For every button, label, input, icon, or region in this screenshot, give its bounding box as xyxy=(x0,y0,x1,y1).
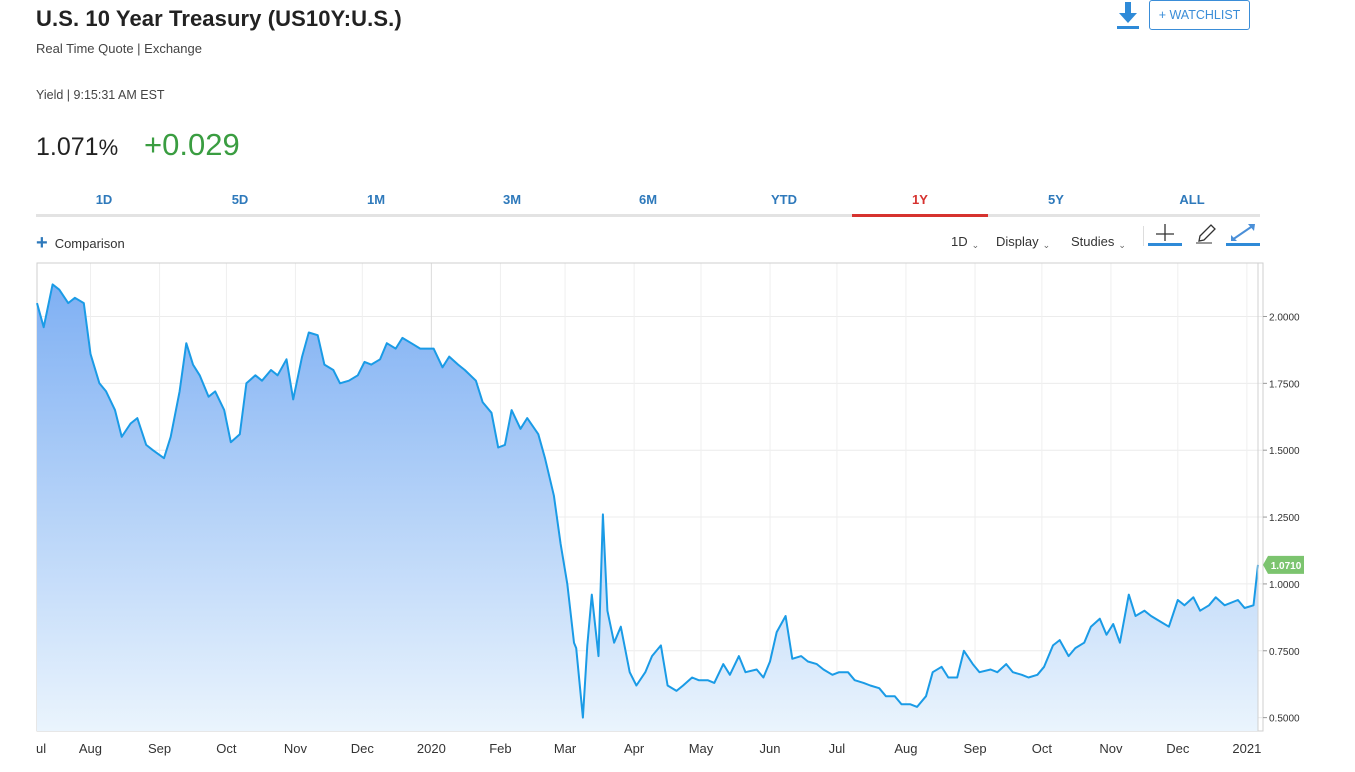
interval-label: 1D xyxy=(951,234,968,249)
expand-icon[interactable] xyxy=(1226,222,1260,246)
add-to-watchlist-button[interactable]: + WATCHLIST xyxy=(1149,0,1250,30)
x-tick-label: 2021 xyxy=(1232,741,1261,756)
x-tick-label: 2020 xyxy=(417,741,446,756)
last-price: 1.071% xyxy=(36,133,118,162)
comparison-button[interactable]: + Comparison xyxy=(36,232,125,254)
x-tick-label: Feb xyxy=(489,741,511,756)
price-change: +0.029 xyxy=(144,127,240,162)
x-tick-label: Sep xyxy=(148,741,171,756)
crosshair-icon[interactable] xyxy=(1148,222,1182,246)
x-tick-label: ul xyxy=(36,741,46,756)
x-tick-label: Oct xyxy=(1032,741,1053,756)
page-title: U.S. 10 Year Treasury (US10Y:U.S.) xyxy=(36,6,402,31)
y-tick-label: 1.7500 xyxy=(1269,379,1300,390)
y-tick-label: 1.2500 xyxy=(1269,513,1300,524)
x-tick-label: Dec xyxy=(351,741,375,756)
x-tick-label: Mar xyxy=(554,741,577,756)
y-tick-label: 1.5000 xyxy=(1269,446,1300,457)
x-tick-label: Jul xyxy=(829,741,846,756)
x-tick-label: Oct xyxy=(216,741,237,756)
studies-dropdown[interactable]: Studies ⌄ xyxy=(1071,234,1126,250)
studies-label: Studies xyxy=(1071,234,1115,249)
x-tick-label: Nov xyxy=(284,741,308,756)
tab-5y[interactable]: 5Y xyxy=(1048,192,1064,207)
x-tick-label: Aug xyxy=(79,741,102,756)
comparison-label: Comparison xyxy=(54,235,125,251)
pencil-icon[interactable] xyxy=(1190,222,1224,246)
download-icon[interactable] xyxy=(1114,0,1142,30)
yield-area xyxy=(37,284,1258,731)
y-tick-label: 2.0000 xyxy=(1269,312,1300,323)
chevron-down-icon: ⌄ xyxy=(1118,240,1126,250)
interval-dropdown[interactable]: 1D ⌄ xyxy=(951,234,980,250)
chevron-down-icon: ⌄ xyxy=(971,240,980,250)
display-label: Display xyxy=(996,234,1039,249)
x-tick-label: Aug xyxy=(894,741,917,756)
tab-all[interactable]: ALL xyxy=(1179,192,1205,207)
tab-3m[interactable]: 3M xyxy=(502,192,522,207)
tab-ytd[interactable]: YTD xyxy=(771,192,797,207)
plus-icon: + xyxy=(36,232,48,254)
y-tick-label: 0.7500 xyxy=(1269,647,1300,658)
x-tick-label: Dec xyxy=(1166,741,1190,756)
x-tick-label: Jun xyxy=(760,741,781,756)
display-dropdown[interactable]: Display ⌄ xyxy=(996,234,1051,250)
tab-1d[interactable]: 1D xyxy=(95,192,113,207)
y-tick-label: 0.5000 xyxy=(1269,714,1300,725)
x-tick-label: May xyxy=(689,741,714,756)
x-tick-label: Nov xyxy=(1099,741,1123,756)
x-tick-label: Apr xyxy=(624,741,645,756)
last-price-unit: % xyxy=(98,135,119,160)
yield-timestamp: Yield | 9:15:31 AM EST xyxy=(36,88,165,102)
yield-line xyxy=(36,283,1259,719)
last-price-badge-label: 1.0710 xyxy=(1271,561,1302,572)
tab-1y[interactable]: 1Y xyxy=(852,188,988,217)
toolbar-divider xyxy=(1143,226,1144,246)
tab-1m[interactable]: 1M xyxy=(366,192,386,207)
y-tick-label: 1.0000 xyxy=(1269,580,1300,591)
tab-5d[interactable]: 5D xyxy=(231,192,249,207)
last-price-badge xyxy=(1263,555,1304,574)
last-price-value: 1.071 xyxy=(36,133,99,161)
x-tick-label: Sep xyxy=(963,741,986,756)
tab-6m[interactable]: 6M xyxy=(638,192,658,207)
chevron-down-icon: ⌄ xyxy=(1042,240,1051,250)
quote-source: Real Time Quote | Exchange xyxy=(36,41,202,56)
time-range-tabs: 1D 5D 1M 3M 6M YTD 1Y 5Y ALL xyxy=(36,188,1260,217)
